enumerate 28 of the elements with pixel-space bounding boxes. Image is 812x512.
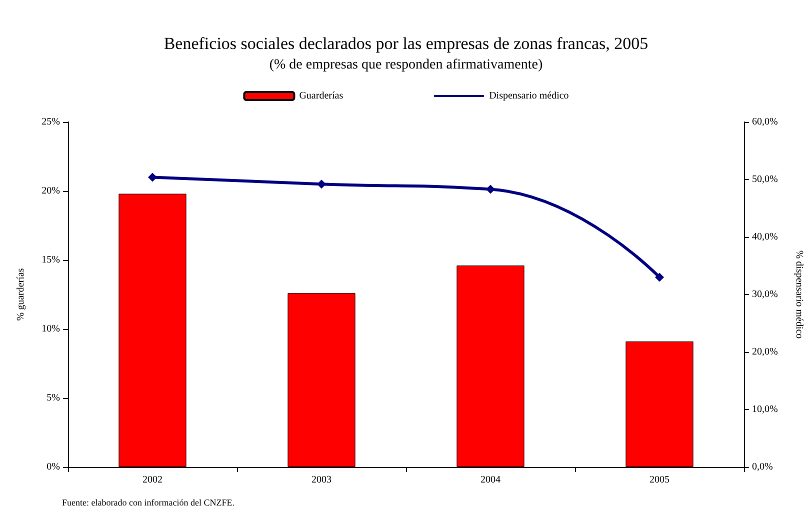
x-tick-label: 2004 — [480, 474, 500, 486]
source-note: Fuente: elaborado con información del CNZFE. — [62, 498, 234, 508]
y-tick-label: 0% — [46, 462, 60, 472]
x-tick-label: 2003 — [312, 474, 332, 486]
legend-label: Guarderías — [299, 90, 344, 102]
y2-tick-label: 60,0% — [752, 116, 778, 128]
y2-axis-title: % dispensario médico — [794, 250, 804, 339]
x-tick-label: 2005 — [650, 474, 670, 486]
y2-tick-label: 40,0% — [752, 232, 778, 242]
chart-subtitle: (% de empresas que responden afirmativamente) — [269, 58, 543, 72]
y-tick-label: 5% — [46, 392, 60, 404]
y-tick-label: 10% — [42, 324, 60, 334]
x-tick-label: 2002 — [142, 474, 162, 486]
point — [317, 180, 326, 189]
y2-tick-label: 20,0% — [752, 346, 778, 358]
point — [148, 172, 157, 182]
y2-tick-label: 50,0% — [752, 174, 778, 185]
y-axis-title: % guarderías — [16, 268, 26, 321]
y2-tick-label: 10,0% — [752, 404, 778, 415]
y-tick-label: 15% — [42, 254, 60, 266]
y2-tick-label: 0,0% — [752, 462, 773, 472]
legend-label: Dispensario médico — [489, 90, 569, 102]
point — [655, 272, 664, 282]
y-tick-label: 25% — [42, 116, 60, 128]
y2-tick-label: 30,0% — [752, 289, 778, 300]
y-tick-label: 20% — [42, 186, 60, 196]
chart-title: Beneficios sociales declarados por las empresas de zonas francas, 2005 — [164, 34, 648, 53]
point — [486, 184, 495, 194]
